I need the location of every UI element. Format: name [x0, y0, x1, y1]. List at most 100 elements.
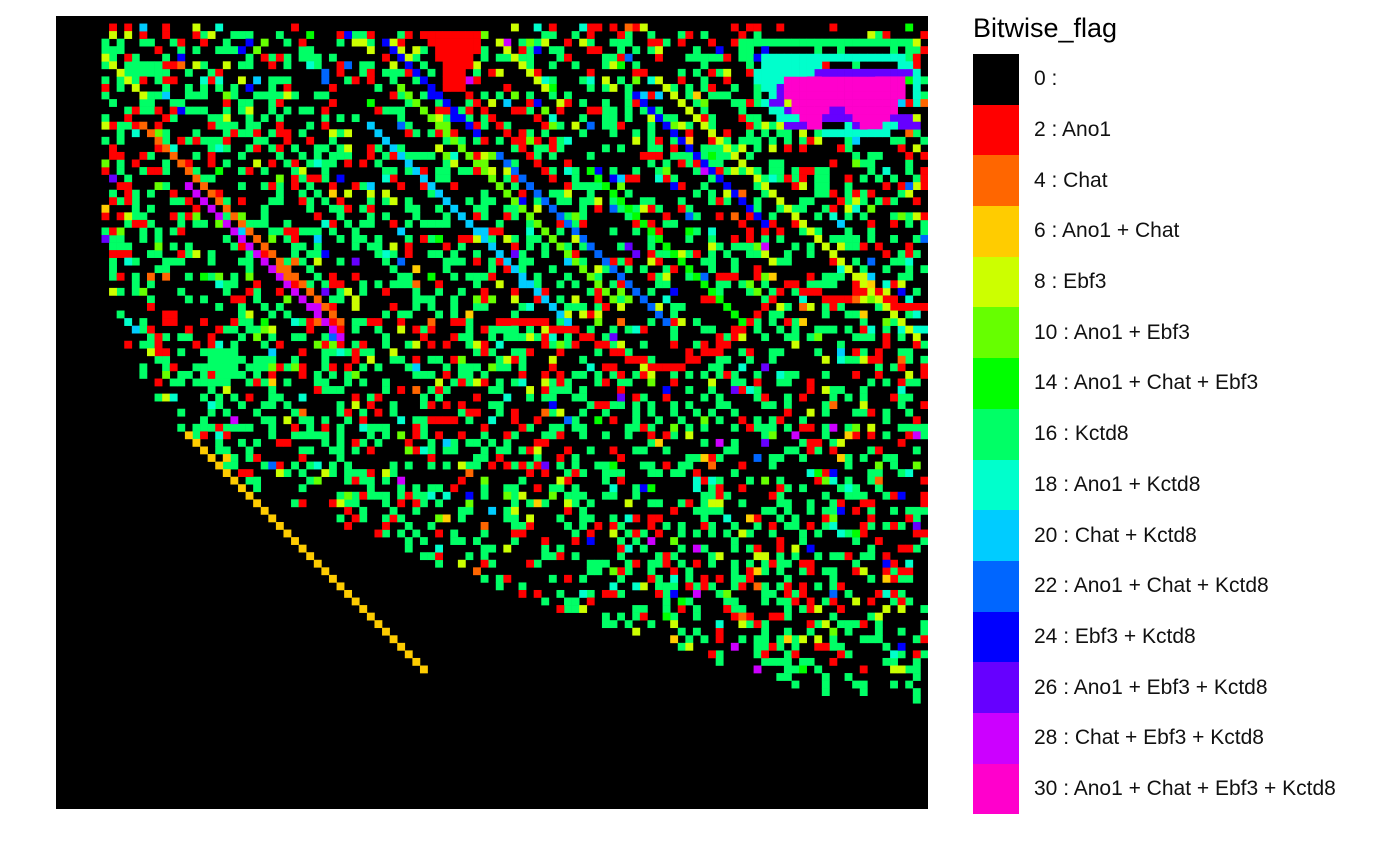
heatmap-cell-16 — [154, 235, 163, 243]
heatmap-cell-16 — [351, 318, 360, 326]
heatmap-cell-2 — [768, 219, 777, 228]
heatmap-cell-16 — [131, 204, 140, 213]
heatmap-cell-2 — [655, 514, 663, 523]
heatmap-cell-16 — [344, 476, 353, 485]
heatmap-cell-16 — [397, 106, 406, 115]
heatmap-cell-2 — [473, 38, 481, 47]
heatmap-cell-8 — [268, 325, 277, 334]
heatmap-cell-16 — [791, 514, 800, 523]
heatmap-cell-18 — [799, 295, 807, 304]
heatmap-cell-16 — [768, 310, 777, 319]
heatmap-cell-16 — [495, 91, 504, 100]
heatmap-cell-14 — [905, 23, 914, 32]
heatmap-cell-16 — [685, 151, 694, 160]
heatmap-cell-2 — [412, 446, 421, 455]
heatmap-cell-16 — [207, 348, 216, 357]
heatmap-cell-2 — [677, 605, 686, 613]
heatmap-cell-18 — [890, 53, 898, 62]
heatmap-cell-16 — [306, 197, 315, 206]
heatmap-cell-8 — [708, 242, 716, 251]
heatmap-cell-16 — [116, 129, 125, 138]
heatmap-cell-16 — [510, 522, 519, 530]
heatmap-cell-2 — [594, 287, 603, 296]
heatmap-cell-2 — [586, 68, 595, 77]
heatmap-cell-16 — [397, 114, 406, 123]
heatmap-cell-8 — [632, 627, 641, 636]
heatmap-cell-14 — [708, 287, 716, 296]
heatmap-cell-2 — [291, 174, 299, 183]
heatmap-cell-16 — [192, 151, 201, 160]
heatmap-cell-28 — [306, 302, 315, 311]
heatmap-cell-18 — [882, 167, 891, 175]
heatmap-cell-16 — [427, 461, 436, 470]
heatmap-cell-14 — [617, 197, 625, 206]
heatmap-cell-16 — [321, 333, 330, 342]
heatmap-cell-18 — [844, 53, 853, 62]
heatmap-cell-16 — [245, 121, 254, 130]
heatmap-cell-2 — [457, 31, 466, 39]
heatmap-cell-16 — [579, 522, 588, 530]
heatmap-cell-16 — [275, 182, 284, 190]
heatmap-cell-16 — [533, 454, 542, 462]
heatmap-cell-16 — [821, 680, 830, 689]
heatmap-cell-16 — [897, 401, 906, 410]
heatmap-cell-16 — [548, 189, 557, 198]
heatmap-cell-2 — [746, 318, 754, 326]
heatmap-cell-16 — [389, 506, 398, 515]
heatmap-cell-16 — [139, 318, 148, 326]
heatmap-cell-16 — [692, 189, 701, 198]
heatmap-cell-8 — [897, 280, 906, 289]
heatmap-cell-2 — [154, 333, 163, 342]
heatmap-cell-30 — [783, 91, 792, 100]
heatmap-cell-16 — [177, 212, 186, 221]
heatmap-cell-16 — [890, 257, 898, 266]
heatmap-cell-8 — [814, 635, 823, 644]
heatmap-cell-16 — [601, 83, 610, 92]
heatmap-cell-2 — [207, 370, 216, 379]
heatmap-cell-16 — [419, 491, 428, 500]
heatmap-cell-14 — [647, 484, 656, 493]
heatmap-cell-16 — [412, 370, 421, 379]
heatmap-cell-2 — [806, 287, 815, 296]
heatmap-cell-2 — [799, 559, 807, 568]
heatmap-cell-2 — [397, 38, 406, 47]
heatmap-cell-2 — [920, 302, 929, 311]
heatmap-cell-10 — [503, 491, 512, 500]
heatmap-cell-16 — [465, 340, 474, 349]
heatmap-cell-2 — [109, 144, 117, 153]
heatmap-cell-16 — [814, 129, 823, 138]
heatmap-cell-16 — [207, 423, 216, 432]
heatmap-cell-4 — [298, 280, 307, 289]
heatmap-cell-16 — [382, 476, 390, 485]
heatmap-cell-16 — [905, 265, 914, 274]
heatmap-cell-16 — [882, 38, 891, 47]
legend-swatch — [973, 358, 1019, 409]
heatmap-cell-16 — [601, 491, 610, 500]
heatmap-cell-8 — [852, 272, 861, 281]
heatmap-cell-16 — [723, 197, 732, 206]
heatmap-cell-18 — [526, 302, 534, 311]
heatmap-cell-16 — [548, 31, 557, 39]
heatmap-cell-16 — [814, 189, 823, 198]
heatmap-cell-2 — [890, 559, 898, 568]
heatmap-cell-16 — [427, 438, 436, 447]
heatmap-cell-16 — [874, 174, 883, 183]
heatmap-cell-2 — [920, 499, 929, 508]
heatmap-cell-16 — [677, 499, 686, 508]
heatmap-cell-2 — [169, 76, 178, 85]
heatmap-cell-2 — [912, 416, 921, 425]
heatmap-cell-2 — [571, 469, 580, 477]
heatmap-cell-2 — [897, 302, 906, 311]
heatmap-cell-16 — [457, 363, 466, 372]
legend-swatch — [973, 611, 1019, 663]
heatmap-cell-16 — [564, 212, 572, 221]
heatmap-cell-16 — [397, 529, 406, 538]
heatmap-cell-8 — [783, 99, 792, 107]
heatmap-cell-6 — [237, 484, 246, 493]
heatmap-cell-16 — [359, 31, 368, 39]
heatmap-cell-16 — [503, 514, 512, 523]
heatmap-cell-16 — [488, 438, 497, 447]
heatmap-cell-2 — [169, 212, 178, 221]
heatmap-cell-16 — [397, 280, 406, 289]
heatmap-cell-10 — [571, 212, 580, 221]
